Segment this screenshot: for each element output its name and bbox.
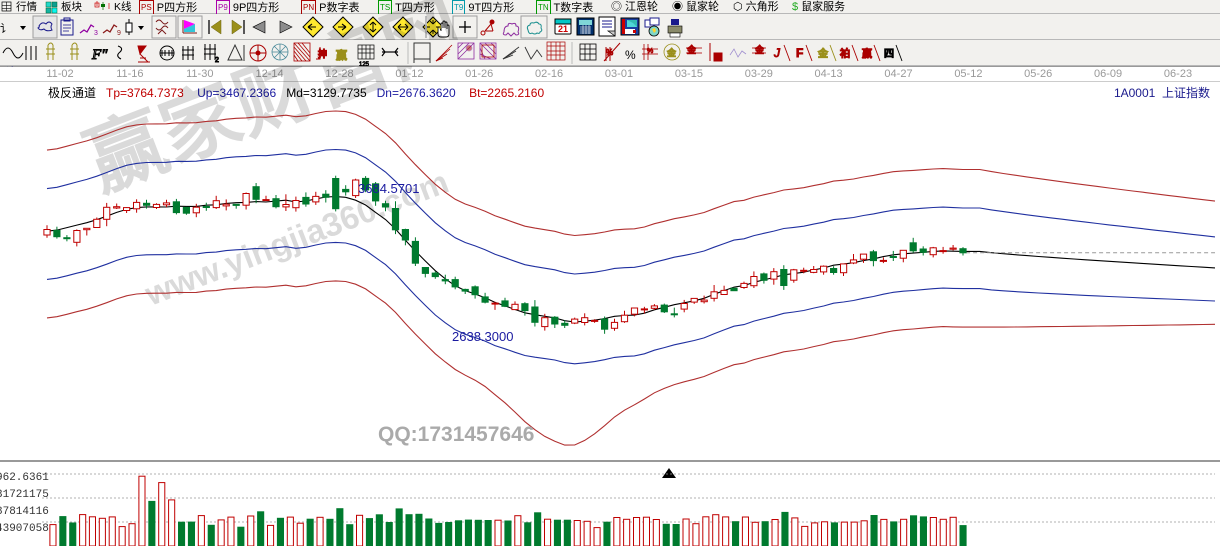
svg-text:行情: 行情 bbox=[16, 0, 37, 13]
svg-text:金: 金 bbox=[754, 44, 765, 55]
svg-text:赢: 赢 bbox=[336, 48, 347, 62]
svg-text:赢: 赢 bbox=[862, 47, 872, 60]
svg-text:抻: 抻 bbox=[318, 48, 327, 59]
svg-text:板块: 板块 bbox=[61, 0, 82, 13]
svg-text:金: 金 bbox=[686, 44, 697, 55]
svg-text:金: 金 bbox=[666, 47, 677, 58]
svg-text:2: 2 bbox=[215, 57, 219, 64]
svg-text:金: 金 bbox=[817, 47, 829, 60]
svg-text:K线: K线 bbox=[114, 0, 132, 13]
svg-text:F: F bbox=[796, 46, 803, 60]
svg-text:21: 21 bbox=[558, 24, 568, 34]
svg-text:%: % bbox=[606, 48, 613, 57]
svg-text:125: 125 bbox=[359, 62, 370, 66]
svg-text:袙: 袙 bbox=[839, 47, 850, 60]
svg-text:F": F" bbox=[91, 47, 108, 63]
svg-text:%: % bbox=[647, 48, 653, 55]
svg-text:%: % bbox=[625, 48, 636, 62]
svg-text:四: 四 bbox=[884, 48, 894, 60]
svg-text:J: J bbox=[773, 46, 781, 60]
